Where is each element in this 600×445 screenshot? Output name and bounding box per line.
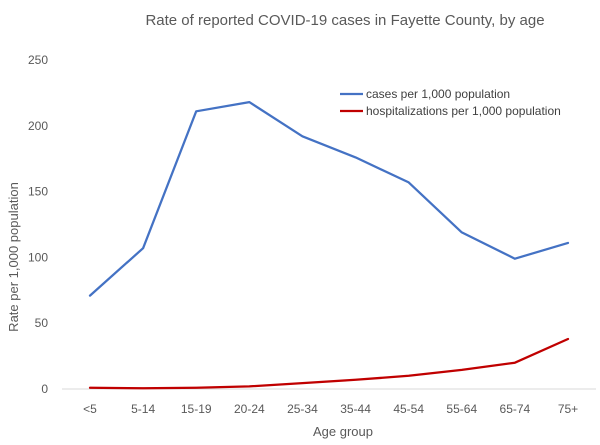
y-tick-label: 50	[35, 316, 49, 330]
y-tick-label: 100	[28, 250, 48, 264]
legend-label-1: cases per 1,000 population	[366, 87, 510, 101]
y-tick-label: 0	[41, 382, 48, 396]
series-line-1	[88, 100, 570, 297]
y-tick-label: 150	[28, 185, 48, 199]
series-line-2	[88, 337, 570, 390]
y-axis-label: Rate per 1,000 population	[6, 182, 21, 332]
legend: cases per 1,000 population hospitalizatio…	[340, 87, 561, 118]
x-tick-label: 55-64	[446, 402, 477, 416]
legend-label-2: hospitalizations per 1,000 population	[366, 104, 561, 118]
x-tick-label: 45-54	[393, 402, 424, 416]
y-tick-label: 200	[28, 119, 48, 133]
x-tick-label: 15-19	[181, 402, 212, 416]
x-tick-label: 35-44	[340, 402, 371, 416]
x-tick-label: 65-74	[500, 402, 531, 416]
chart-title: Rate of reported COVID-19 cases in Fayet…	[145, 12, 544, 29]
x-axis-label: Age group	[313, 424, 373, 439]
y-tick-label: 250	[28, 53, 48, 67]
x-tick-label: 75+	[558, 402, 578, 416]
y-axis-ticks: 0 50 100 150 200 250	[28, 53, 48, 396]
series-layer	[88, 100, 570, 390]
x-tick-label: 25-34	[287, 402, 318, 416]
x-tick-label: 20-24	[234, 402, 265, 416]
x-tick-label: 5-14	[131, 402, 155, 416]
x-axis-ticks: <5 5-14 15-19 20-24 25-34 35-44 45-54 55-64 65-7…	[83, 402, 578, 416]
x-tick-label: <5	[83, 402, 97, 416]
